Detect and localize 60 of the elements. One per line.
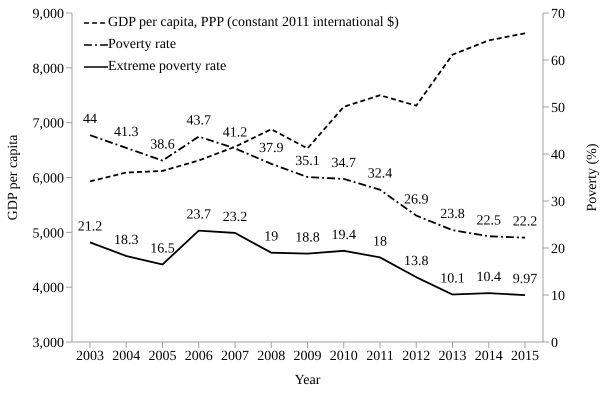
x-tick-label: 2005 [148,348,176,364]
data-label: 38.6 [150,138,175,153]
x-tick-label: 2009 [294,348,322,364]
data-label: 35.1 [295,154,320,170]
y2-tick-label: 60 [551,54,565,69]
y-tick-label: 8,000 [32,62,64,77]
y-tick-label: 7,000 [32,116,64,132]
y-axis-title: GDP per capita [6,134,21,220]
data-label: 43.7 [186,114,211,129]
y2-tick-label: 30 [551,194,565,210]
x-tick-label: 2013 [438,348,466,364]
data-label: 10.1 [440,272,465,287]
data-label: 18.3 [114,232,138,248]
data-label: 41.2 [222,125,248,140]
legend-label: Poverty rate [108,36,176,54]
x-axis-title: Year [294,373,321,388]
y2-tick-label: 20 [551,242,565,257]
data-label: 16.5 [150,241,175,256]
data-label: 23.2 [222,210,248,225]
y2-tick-label: 70 [551,6,565,22]
data-label: 21.2 [78,219,102,234]
y2-tick-label: 10 [551,288,565,304]
data-label: 23.8 [440,207,465,222]
x-tick-label: 2007 [221,348,249,364]
y-tick-label: 5,000 [32,226,64,242]
data-label: 18.8 [295,230,320,246]
y-tick-label: 3,000 [32,336,64,351]
x-tick-label: 2010 [330,348,358,364]
y-tick-label: 6,000 [32,171,64,186]
data-label: 19.4 [332,228,356,243]
legend-label: GDP per capita, PPP (constant 2011 international $) [108,14,399,32]
data-label: 19 [264,230,278,245]
legend-label: Extreme poverty rate [108,58,226,76]
x-tick-label: 2011 [366,348,394,364]
x-tick-label: 2015 [511,348,539,364]
data-label: 22.2 [512,214,538,230]
y2-axis-title: Poverty (%) [584,143,600,212]
data-label: 18 [373,234,387,250]
x-tick-label: 2006 [184,348,213,364]
data-label: 41.3 [114,124,138,140]
data-label: 22.5 [476,213,501,228]
y2-tick-label: 50 [551,100,565,116]
x-tick-label: 2014 [474,348,503,364]
data-label: 10.4 [476,270,501,286]
data-label: 23.7 [186,208,211,223]
x-tick-label: 2003 [76,348,104,364]
y-tick-label: 4,000 [32,281,64,296]
data-label: 37.9 [259,140,284,156]
data-label: 13.8 [404,254,428,270]
data-label: 26.9 [404,192,428,208]
x-tick-label: 2012 [402,348,430,364]
data-label: 32.4 [368,166,392,182]
x-tick-label: 2008 [257,348,286,364]
data-label: 44 [83,112,97,128]
data-label: 9.97 [512,272,538,288]
y-tick-label: 9,000 [32,6,64,22]
y2-tick-label: 40 [551,148,565,163]
x-tick-label: 2004 [112,348,140,364]
data-label: 34.7 [332,156,356,171]
y2-tick-label: 0 [551,336,558,351]
